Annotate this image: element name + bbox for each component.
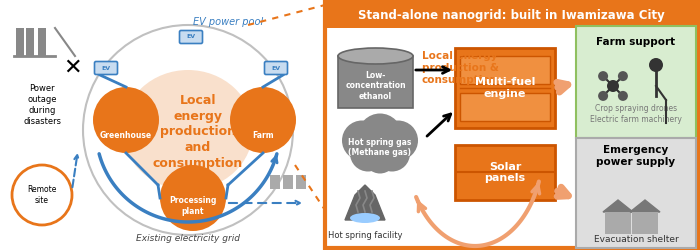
FancyBboxPatch shape	[576, 138, 696, 248]
Text: Evacuation shelter: Evacuation shelter	[594, 236, 678, 244]
Circle shape	[598, 91, 608, 101]
Circle shape	[618, 71, 628, 81]
FancyBboxPatch shape	[455, 145, 555, 200]
Polygon shape	[603, 200, 633, 212]
Text: EV power pool: EV power pool	[193, 17, 263, 27]
Text: ✕: ✕	[63, 58, 81, 78]
Circle shape	[607, 80, 619, 92]
Text: Low-
concentration
ethanol: Low- concentration ethanol	[345, 71, 406, 101]
Text: Solar
panels: Solar panels	[484, 162, 526, 183]
Circle shape	[598, 71, 608, 81]
FancyBboxPatch shape	[296, 175, 306, 189]
Ellipse shape	[350, 213, 380, 223]
Text: Hot spring gas
(Methane gas): Hot spring gas (Methane gas)	[349, 138, 412, 157]
Text: Crop spraying drones
Electric farm machinery: Crop spraying drones Electric farm machi…	[590, 104, 682, 124]
Text: Existing electricity grid: Existing electricity grid	[136, 234, 240, 243]
FancyBboxPatch shape	[338, 56, 413, 108]
Circle shape	[374, 136, 410, 172]
FancyBboxPatch shape	[576, 26, 696, 138]
Text: Stand-alone nanogrid: built in Iwamizawa City: Stand-alone nanogrid: built in Iwamizawa…	[358, 8, 665, 22]
Text: Farm support: Farm support	[596, 37, 676, 47]
Polygon shape	[345, 185, 385, 220]
FancyBboxPatch shape	[460, 93, 550, 121]
Text: Local energy
production &
consumption: Local energy production & consumption	[421, 50, 498, 86]
Circle shape	[649, 58, 663, 72]
FancyBboxPatch shape	[179, 30, 202, 44]
Text: Greenhouse: Greenhouse	[100, 130, 152, 140]
Circle shape	[160, 165, 226, 231]
Text: Multi-fuel
engine: Multi-fuel engine	[475, 77, 536, 99]
Text: Processing
plant: Processing plant	[169, 196, 217, 216]
Text: Hot spring facility: Hot spring facility	[328, 230, 402, 239]
Polygon shape	[630, 200, 660, 212]
Ellipse shape	[338, 48, 413, 64]
Text: EV: EV	[102, 66, 111, 70]
FancyBboxPatch shape	[460, 56, 550, 84]
FancyBboxPatch shape	[16, 28, 24, 56]
Circle shape	[350, 136, 386, 172]
FancyBboxPatch shape	[455, 48, 555, 128]
Circle shape	[378, 120, 418, 160]
Circle shape	[342, 120, 382, 160]
FancyBboxPatch shape	[283, 175, 293, 189]
FancyBboxPatch shape	[38, 28, 46, 56]
Text: Remote
site: Remote site	[27, 185, 57, 205]
FancyBboxPatch shape	[325, 2, 698, 248]
FancyBboxPatch shape	[605, 212, 631, 234]
Text: Farm: Farm	[252, 130, 274, 140]
Circle shape	[12, 165, 72, 225]
Text: Emergency
power supply: Emergency power supply	[596, 145, 676, 167]
Circle shape	[83, 25, 293, 235]
Text: Power
outage
during
disasters: Power outage during disasters	[23, 84, 61, 126]
Circle shape	[93, 87, 159, 153]
FancyBboxPatch shape	[632, 212, 658, 234]
Circle shape	[358, 114, 402, 158]
Text: EV: EV	[272, 66, 281, 70]
Ellipse shape	[123, 70, 253, 190]
FancyBboxPatch shape	[325, 2, 698, 28]
Circle shape	[230, 87, 296, 153]
FancyBboxPatch shape	[265, 62, 288, 74]
FancyBboxPatch shape	[270, 175, 280, 189]
FancyBboxPatch shape	[94, 62, 118, 74]
Text: EV: EV	[186, 34, 195, 40]
Text: Local
energy
production
and
consumption: Local energy production and consumption	[153, 94, 243, 170]
FancyBboxPatch shape	[26, 28, 34, 56]
Circle shape	[618, 91, 628, 101]
Circle shape	[364, 142, 396, 174]
